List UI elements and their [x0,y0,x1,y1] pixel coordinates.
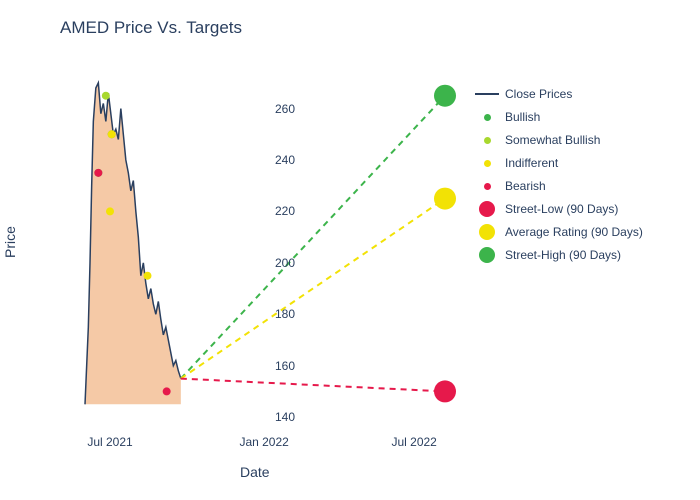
target-dot [434,85,456,107]
legend-label: Close Prices [505,87,572,101]
x-tick: Jul 2022 [379,435,449,449]
chart-title: AMED Price Vs. Targets [60,18,242,38]
target-line [181,379,445,392]
legend-item[interactable]: Somewhat Bullish [475,131,643,149]
rating-dot [144,272,152,280]
target-dot [434,188,456,210]
y-tick: 180 [255,307,295,321]
legend-item[interactable]: Bearish [475,177,643,195]
legend-label: Bearish [505,179,546,193]
legend-item[interactable]: Street-High (90 Days) [475,246,643,264]
chart-container: AMED Price Vs. Targets Price Date 140 160… [0,0,700,500]
y-tick: 140 [255,410,295,424]
legend-label: Indifferent [505,156,558,170]
price-area [85,83,181,404]
legend-dot-icon [484,137,491,144]
plot-area [60,70,460,430]
rating-dot [94,169,102,177]
legend-label: Average Rating (90 Days) [505,225,643,239]
legend-item[interactable]: Close Prices [475,85,643,103]
rating-dot [106,207,114,215]
legend-dot-icon [484,160,491,167]
legend-item[interactable]: Street-Low (90 Days) [475,200,643,218]
y-axis-label: Price [2,226,18,258]
legend-dot-icon [479,201,495,217]
plot-svg [60,70,460,430]
legend: Close Prices Bullish Somewhat Bullish Indif… [475,85,643,269]
target-dot [434,380,456,402]
legend-line-icon [475,93,499,95]
legend-label: Bullish [505,110,540,124]
legend-label: Somewhat Bullish [505,133,600,147]
y-tick: 160 [255,359,295,373]
legend-dot-icon [479,247,495,263]
y-tick: 260 [255,102,295,116]
legend-dot-icon [484,183,491,190]
legend-item[interactable]: Indifferent [475,154,643,172]
rating-dot [163,387,171,395]
x-tick: Jan 2022 [229,435,299,449]
x-tick: Jul 2021 [75,435,145,449]
rating-dot [108,130,116,138]
legend-label: Street-Low (90 Days) [505,202,618,216]
legend-item[interactable]: Average Rating (90 Days) [475,223,643,241]
rating-dot [102,92,110,100]
legend-item[interactable]: Bullish [475,108,643,126]
legend-dot-icon [484,114,491,121]
target-line [181,199,445,379]
legend-dot-icon [479,224,495,240]
y-tick: 200 [255,256,295,270]
y-tick: 240 [255,153,295,167]
x-axis-label: Date [240,464,270,480]
y-tick: 220 [255,204,295,218]
target-line [181,96,445,379]
legend-label: Street-High (90 Days) [505,248,621,262]
